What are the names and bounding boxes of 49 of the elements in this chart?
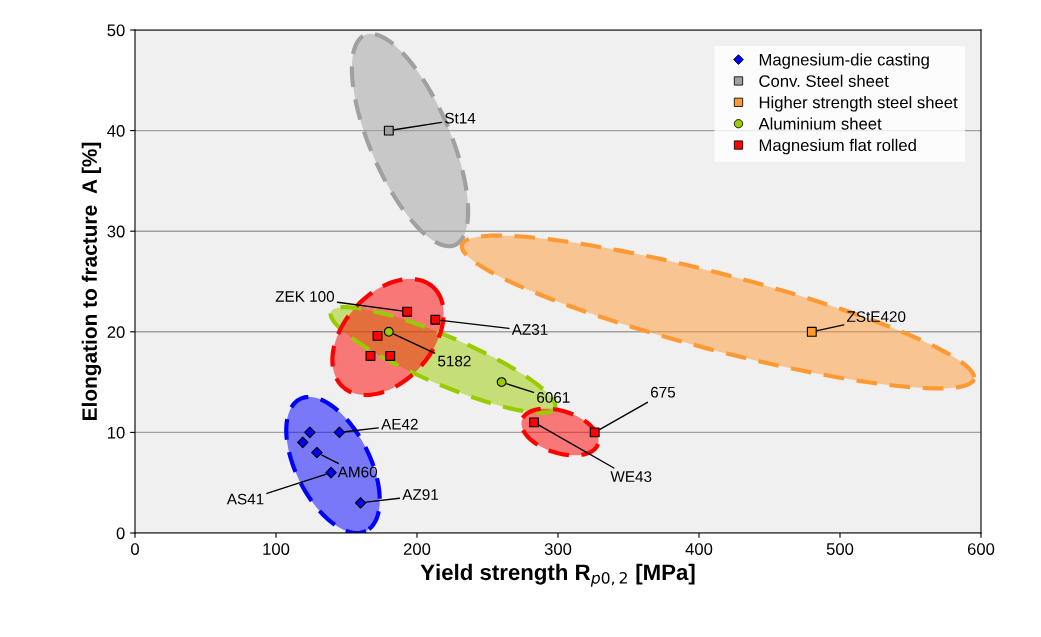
annotation: WE43 xyxy=(610,471,652,482)
y-tick-label: 20 xyxy=(107,326,125,338)
x-tick-label: 200 xyxy=(403,543,431,555)
point xyxy=(402,306,413,317)
point xyxy=(383,326,394,337)
annotation: AZ31 xyxy=(511,324,548,335)
x-tick-label: 400 xyxy=(685,543,713,555)
y-tick-label: 50 xyxy=(107,24,125,37)
x-axis-title: Yield strength R$_{p0,2}$ [MPa] xyxy=(420,563,695,587)
point xyxy=(333,426,346,439)
point xyxy=(372,330,383,341)
point xyxy=(589,427,600,438)
legend-label: Higher strength steel sheet xyxy=(759,96,958,112)
y-axis-title: Elongation to fracture A [%] xyxy=(81,142,102,420)
annotation: ZStE420 xyxy=(847,311,906,323)
x-tick-label: 300 xyxy=(544,543,572,555)
point xyxy=(311,446,323,459)
y-tick-label: 10 xyxy=(108,426,125,439)
point xyxy=(430,314,441,325)
x-tick-label: 0 xyxy=(131,543,139,555)
legend-label: Magnesium-die casting xyxy=(759,53,929,69)
annotation: 6061 xyxy=(537,392,570,403)
y-tick-label: 30 xyxy=(107,225,125,238)
point xyxy=(496,377,507,388)
annotation: 675 xyxy=(650,386,676,398)
legend-label: Conv. Steel sheet xyxy=(759,74,889,87)
annotation: AS41 xyxy=(226,493,264,505)
y-tick-label: 40 xyxy=(107,125,125,137)
x-tick-label: 500 xyxy=(826,543,854,555)
annotation: AM60 xyxy=(337,466,378,478)
point xyxy=(304,426,316,439)
point xyxy=(297,436,309,449)
point xyxy=(325,466,337,479)
annotation: St14 xyxy=(445,112,476,124)
annotation: AE42 xyxy=(381,418,418,430)
y-tick-label: 0 xyxy=(116,527,125,540)
legend-label: Aluminium sheet xyxy=(758,117,882,130)
point xyxy=(354,497,367,509)
point xyxy=(365,350,376,361)
annotation: 5182 xyxy=(438,355,471,367)
annotation: ZEK 100 xyxy=(275,291,335,302)
point xyxy=(383,125,394,136)
legend-label: Magnesium flat rolled xyxy=(759,138,916,155)
x-tick-label: 100 xyxy=(263,543,290,555)
point xyxy=(529,417,539,428)
point xyxy=(385,350,396,361)
point xyxy=(806,326,817,337)
x-tick-label: 600 xyxy=(967,543,995,555)
annotation: AZ91 xyxy=(402,489,439,500)
